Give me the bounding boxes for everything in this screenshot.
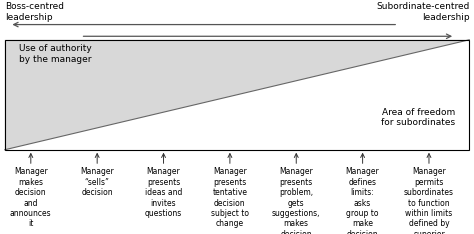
Bar <box>5 40 469 150</box>
Text: Subordinate-centred
leadership: Subordinate-centred leadership <box>376 2 469 22</box>
Text: Use of authority
by the manager: Use of authority by the manager <box>19 44 91 64</box>
Text: Manager
presents
tentative
decision
subject to
change: Manager presents tentative decision subj… <box>211 167 249 228</box>
Text: Manager
presents
ideas and
invites
questions: Manager presents ideas and invites quest… <box>145 167 182 218</box>
Text: Manager
makes
decision
and
announces
it: Manager makes decision and announces it <box>10 167 52 228</box>
Text: Manager
presents
problem,
gets
suggestions,
makes
decision: Manager presents problem, gets suggestio… <box>272 167 320 234</box>
Text: Boss-centred
leadership: Boss-centred leadership <box>5 2 64 22</box>
Text: Manager
permits
subordinates
to function
within limits
defined by
superior: Manager permits subordinates to function… <box>404 167 454 234</box>
Polygon shape <box>5 40 469 150</box>
Bar <box>5 40 469 150</box>
Polygon shape <box>5 40 469 150</box>
Text: Area of freedom
for subordinates: Area of freedom for subordinates <box>381 108 455 127</box>
Text: Manager
defines
limits:
asks
group to
make
decision: Manager defines limits: asks group to ma… <box>346 167 380 234</box>
Text: Manager
“sells”
decision: Manager “sells” decision <box>80 167 114 197</box>
